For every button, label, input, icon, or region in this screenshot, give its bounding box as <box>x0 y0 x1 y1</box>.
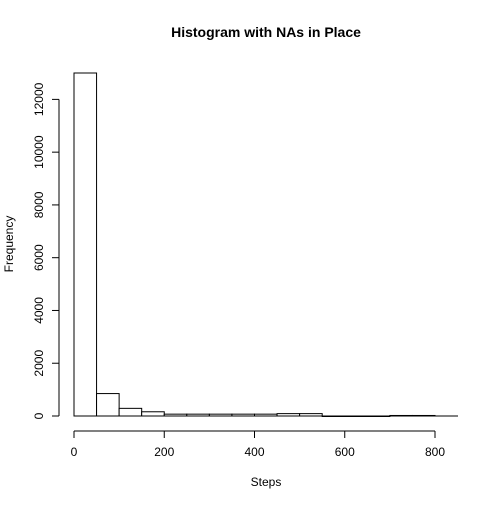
y-tick-label: 10000 <box>32 135 46 169</box>
histogram-bar <box>141 411 165 417</box>
y-tick-label: 6000 <box>32 244 46 271</box>
x-axis-label: Steps <box>251 475 282 489</box>
histogram-bar <box>73 72 98 417</box>
x-tick-label: 800 <box>425 445 445 459</box>
x-tick-label: 0 <box>71 445 78 459</box>
y-axis: 0 2000 4000 6000 8000 10000 12000 <box>32 82 60 419</box>
chart-title: Histogram with NAs in Place <box>171 24 361 40</box>
histogram-bars <box>73 72 458 417</box>
histogram-bar <box>96 393 120 417</box>
y-tick-label: 4000 <box>32 297 46 324</box>
y-tick-label: 0 <box>32 412 46 419</box>
x-tick-label: 200 <box>154 445 174 459</box>
x-axis: 0 200 400 600 800 <box>71 430 445 459</box>
y-tick-label: 12000 <box>32 82 46 116</box>
x-tick-label: 600 <box>335 445 355 459</box>
histogram-bar <box>118 407 143 417</box>
y-tick-label: 2000 <box>32 350 46 377</box>
y-axis-label: Frequency <box>2 216 16 273</box>
x-tick-label: 400 <box>244 445 264 459</box>
y-tick-label: 8000 <box>32 191 46 218</box>
